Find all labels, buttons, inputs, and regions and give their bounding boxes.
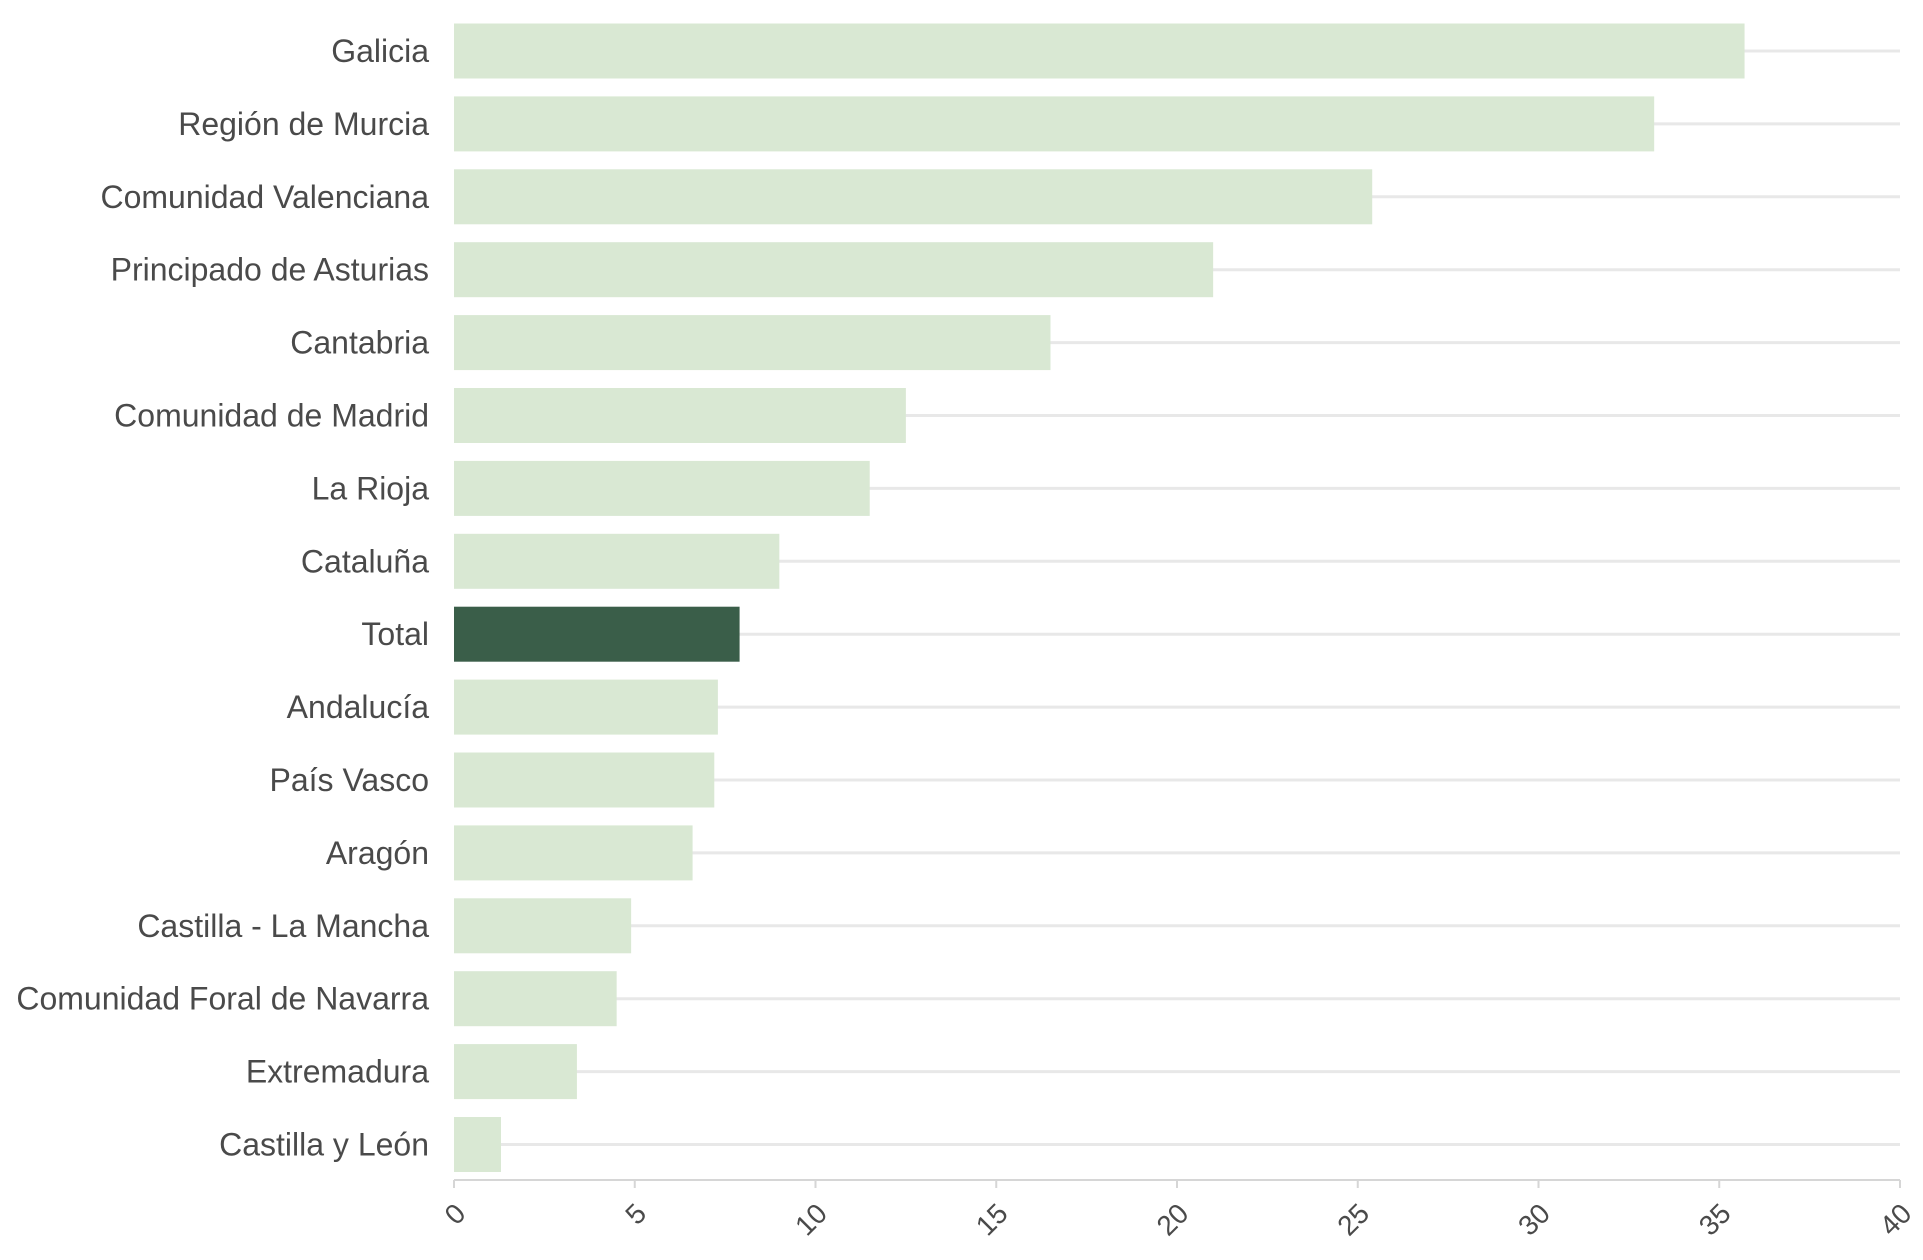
bar[interactable] — [454, 971, 617, 1027]
bar[interactable] — [454, 315, 1051, 371]
x-tick-label: 0 — [439, 1198, 472, 1231]
bar[interactable] — [454, 679, 718, 735]
bar[interactable] — [454, 898, 632, 954]
bar[interactable] — [454, 23, 1745, 79]
category-labels: Galicia Región de Murcia Comunidad Valenci… — [16, 33, 429, 1163]
x-axis: 0 5 10 15 20 25 30 35 40 — [439, 1179, 1918, 1242]
x-tick-label: 30 — [1512, 1198, 1556, 1242]
category-label: Comunidad de Madrid — [114, 398, 429, 434]
x-tick-label: 10 — [789, 1198, 833, 1242]
bar[interactable] — [454, 96, 1655, 152]
bar[interactable] — [454, 752, 715, 808]
category-label: Comunidad Foral de Navarra — [16, 981, 429, 1017]
category-label: La Rioja — [312, 470, 430, 506]
bar[interactable] — [454, 825, 693, 881]
bars — [454, 23, 1745, 1172]
x-tick-label: 35 — [1693, 1198, 1737, 1242]
category-label: País Vasco — [270, 762, 429, 798]
category-label: Castilla - La Mancha — [137, 908, 429, 944]
bar[interactable] — [454, 1044, 577, 1100]
x-tick-label: 15 — [970, 1198, 1014, 1242]
category-label: Cataluña — [301, 543, 429, 579]
bar[interactable] — [454, 533, 780, 589]
category-label: Galicia — [331, 33, 429, 69]
category-label: Extremadura — [246, 1054, 429, 1090]
category-label: Aragón — [326, 835, 429, 871]
x-tick-label: 5 — [619, 1198, 652, 1231]
bar[interactable] — [454, 388, 906, 443]
bar[interactable] — [454, 1117, 501, 1172]
category-label: Principado de Asturias — [111, 252, 429, 288]
category-label: Comunidad Valenciana — [100, 179, 429, 215]
x-tick-label: 40 — [1874, 1198, 1918, 1242]
category-label: Cantabria — [290, 325, 429, 361]
x-tick-label: 20 — [1151, 1198, 1195, 1242]
category-label: Andalucía — [287, 689, 430, 725]
category-label: Total — [361, 616, 429, 652]
bar[interactable] — [454, 242, 1214, 298]
category-label: Región de Murcia — [178, 106, 429, 142]
bar[interactable] — [454, 460, 870, 516]
bar[interactable] — [454, 169, 1373, 225]
bar-highlight[interactable] — [454, 606, 740, 662]
category-label: Castilla y León — [219, 1127, 429, 1163]
x-tick-label: 25 — [1331, 1198, 1375, 1242]
